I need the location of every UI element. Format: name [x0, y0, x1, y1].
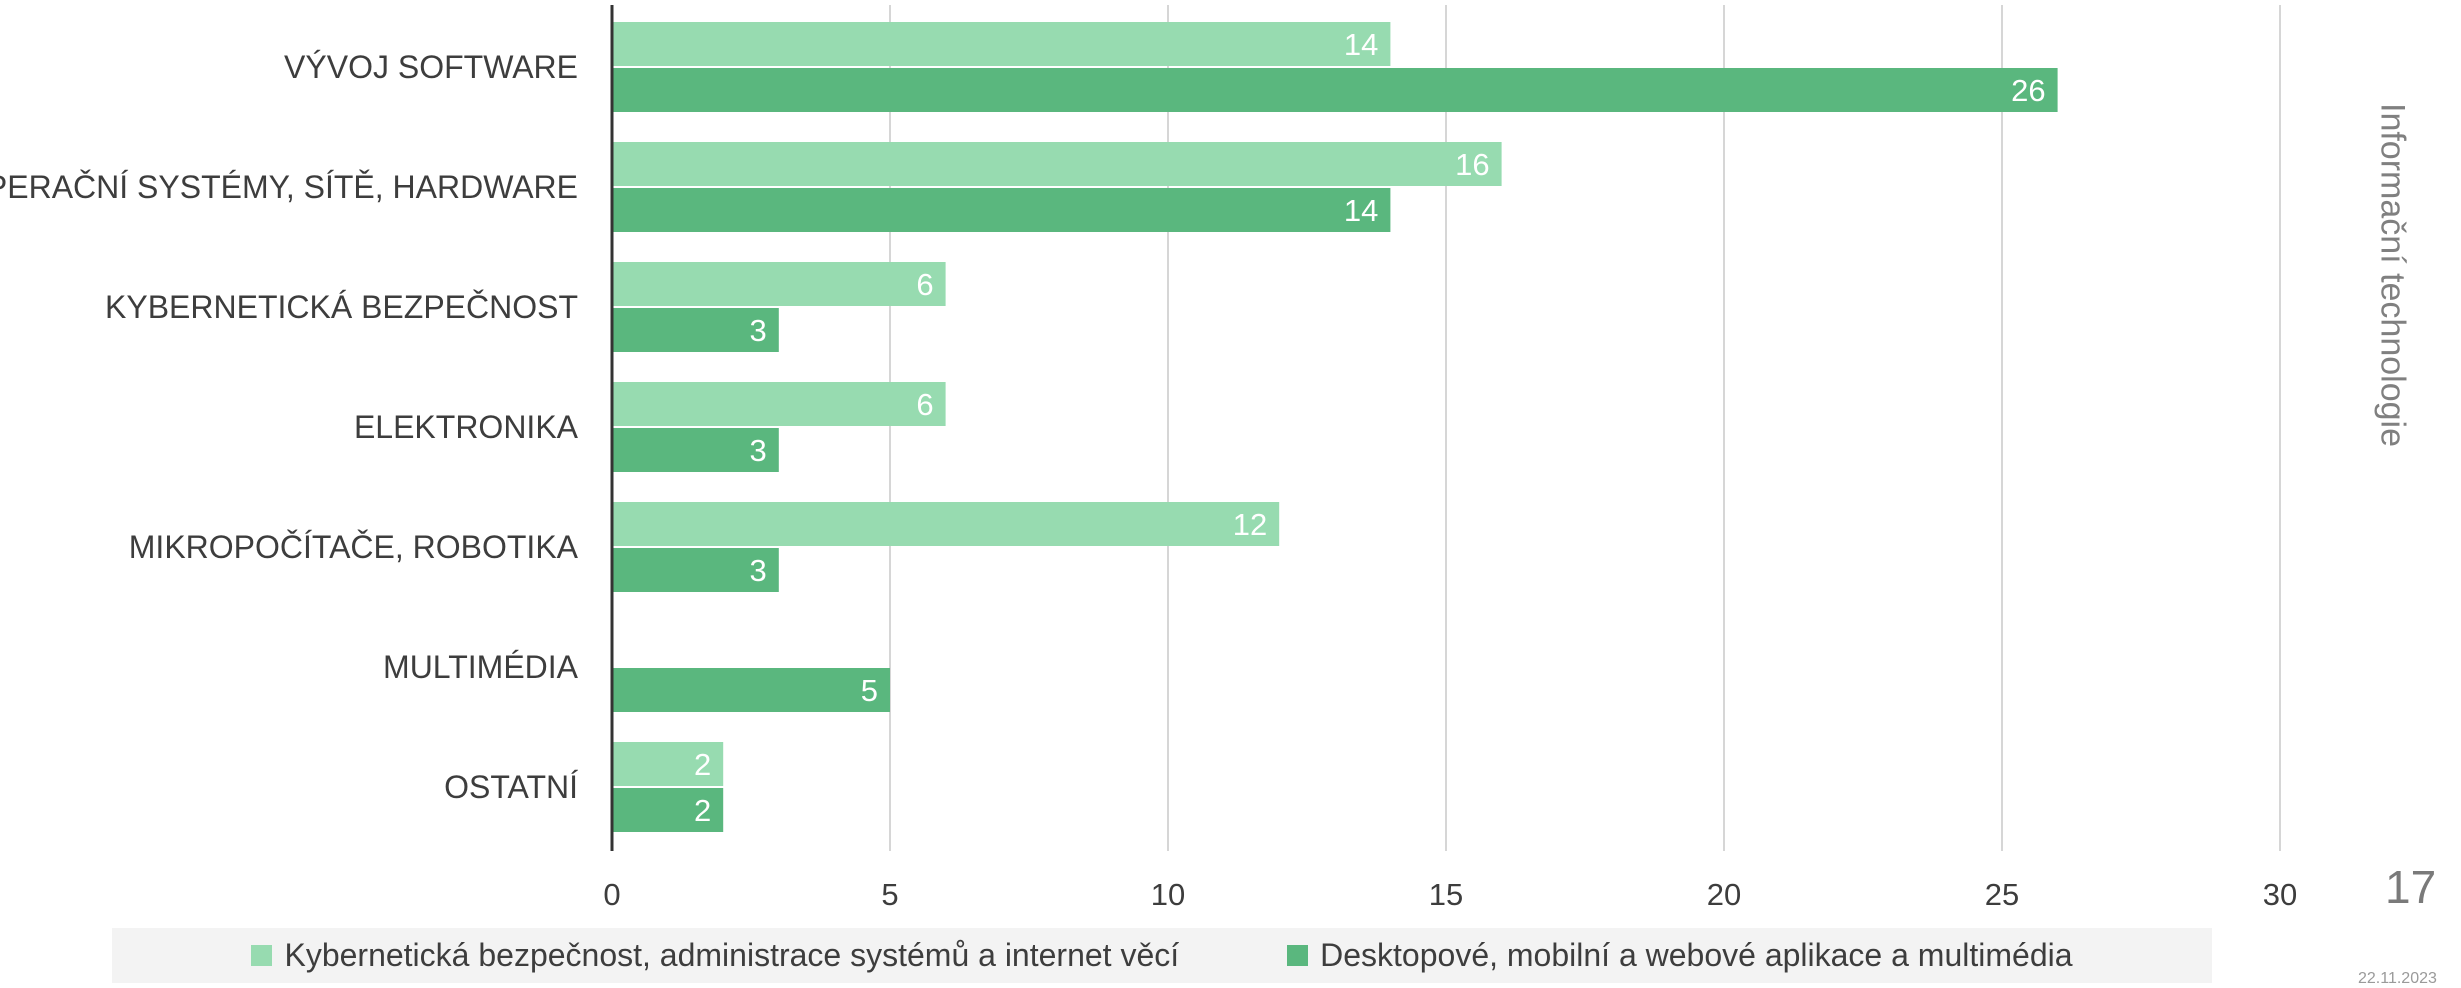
legend-item-series-1: Kybernetická bezpečnost, administrace sy…: [251, 937, 1179, 974]
x-tick-label: 15: [1429, 877, 1463, 912]
bar-series-1: [612, 742, 724, 786]
data-label: 16: [1455, 147, 1489, 182]
category-label: ELEKTRONIKA: [354, 409, 579, 445]
bar-series-2: [612, 188, 1391, 232]
x-tick-label: 0: [603, 877, 620, 912]
legend-swatch-series-2: [1287, 945, 1309, 966]
data-label: 3: [750, 553, 767, 588]
x-tick-label: 5: [881, 877, 898, 912]
category-label: VÝVOJ SOFTWARE: [284, 49, 578, 85]
legend-item-series-2: Desktopové, mobilní a webové aplikace a …: [1287, 937, 2073, 974]
bar-series-2: [612, 308, 779, 352]
data-label: 2: [694, 793, 711, 828]
bar-series-2: [612, 788, 724, 832]
category-label: MULTIMÉDIA: [383, 649, 579, 685]
legend-swatch-series-1: [251, 945, 273, 966]
bar-series-1: [612, 262, 946, 306]
x-tick-label: 25: [1985, 877, 2019, 912]
x-tick-label: 30: [2263, 877, 2297, 912]
date-stamp: 22.11.2023: [2358, 970, 2437, 987]
bar-series-1: [612, 502, 1280, 546]
legend-label-series-2: Desktopové, mobilní a webové aplikace a …: [1320, 937, 2073, 973]
data-label: 14: [1344, 27, 1378, 62]
bar-series-2: [612, 548, 779, 592]
x-tick-label: 10: [1151, 877, 1185, 912]
data-label: 5: [861, 673, 878, 708]
bar-series-2: [612, 68, 2058, 112]
data-label: 26: [2011, 73, 2045, 108]
gridlines: [889, 5, 2281, 851]
category-label: MIKROPOČÍTAČE, ROBOTIKA: [129, 529, 579, 565]
data-label: 3: [750, 313, 767, 348]
x-tick-label: 20: [1707, 877, 1741, 912]
data-label: 2: [694, 747, 711, 782]
category-label: OSTATNÍ: [444, 769, 578, 805]
bar-series-1: [612, 382, 946, 426]
category-label: KYBERNETICKÁ BEZPEČNOST: [105, 289, 578, 325]
bar-series-1: [612, 142, 1502, 186]
x-axis-ticks: 0 5 10 15 20 25 30: [603, 877, 2297, 912]
page-number: 17: [2385, 861, 2437, 913]
data-label: 6: [916, 267, 933, 302]
bar-series-2: [612, 428, 779, 472]
bar-series-1: [612, 22, 1391, 66]
data-label: 3: [750, 433, 767, 468]
category-labels: VÝVOJ SOFTWARE OPERAČNÍ SYSTÉMY, SÍTĚ, HA…: [0, 49, 579, 805]
bars: 14 26 16 14 6 3 6 3 12 3 5 2 2: [612, 22, 2058, 832]
legend-label-series-1: Kybernetická bezpečnost, administrace sy…: [284, 937, 1180, 973]
data-label: 14: [1344, 193, 1378, 228]
category-label: OPERAČNÍ SYSTÉMY, SÍTĚ, HARDWARE: [0, 169, 578, 205]
bar-series-2: [612, 668, 890, 712]
legend: Kybernetická bezpečnost, administrace sy…: [112, 928, 2212, 983]
section-title-text: Informační technologie: [2373, 103, 2412, 447]
data-label: 12: [1233, 507, 1267, 542]
data-label: 6: [916, 387, 933, 422]
